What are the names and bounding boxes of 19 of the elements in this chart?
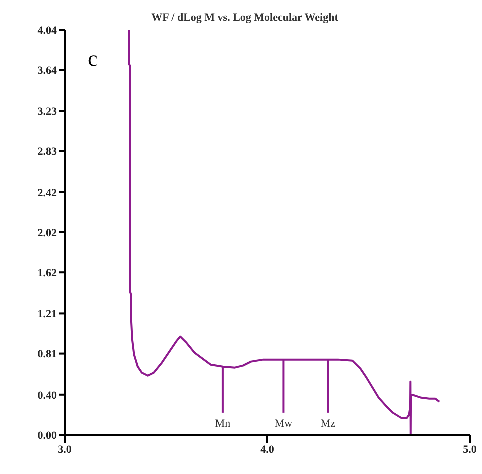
y-tick-label: 2.83: [38, 146, 58, 158]
y-tick-label: 2.42: [38, 187, 58, 200]
y-tick-label: 4.04: [38, 24, 58, 37]
chart-title: WF / dLog M vs. Log Molecular Weight: [150, 12, 340, 24]
annotation: c: [88, 46, 98, 72]
x-tick-label: 4.0: [260, 444, 275, 456]
annotation: Mw: [274, 418, 293, 430]
x-tick-label: 5.0: [463, 444, 478, 456]
y-tick-label: 0.81: [38, 348, 57, 361]
y-tick-label: 0.40: [38, 390, 58, 402]
y-tick-label: 0.00: [38, 430, 58, 442]
y-tick-label: 1.21: [38, 308, 57, 321]
y-tick-label: 3.23: [38, 106, 58, 118]
annotation: Mn: [215, 418, 232, 430]
y-tick-label: 2.02: [38, 227, 58, 240]
x-tick-label: 3.0: [58, 444, 72, 456]
y-tick-label: 3.64: [38, 65, 58, 78]
y-tick-label: 1.62: [38, 268, 58, 280]
annotation: Mz: [320, 418, 336, 430]
